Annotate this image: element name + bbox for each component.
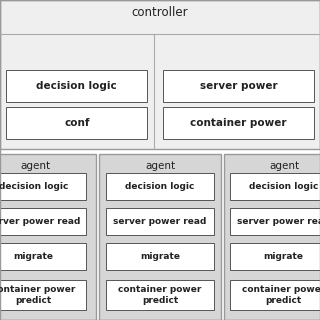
Bar xyxy=(106,280,214,310)
Text: decision logic: decision logic xyxy=(249,182,318,191)
Bar xyxy=(230,173,320,200)
Text: migrate: migrate xyxy=(140,252,180,261)
Bar xyxy=(230,243,320,270)
Bar xyxy=(230,280,320,310)
Text: container power
predict: container power predict xyxy=(118,285,202,305)
Text: migrate: migrate xyxy=(263,252,303,261)
Text: controller: controller xyxy=(132,6,188,19)
Text: decision logic: decision logic xyxy=(36,81,117,92)
Text: migrate: migrate xyxy=(14,252,54,261)
Text: conf: conf xyxy=(64,118,90,128)
Text: container power
predict: container power predict xyxy=(242,285,320,305)
Bar xyxy=(106,243,214,270)
Bar xyxy=(6,70,147,102)
Bar xyxy=(0,154,96,320)
Text: decision logic: decision logic xyxy=(0,182,68,191)
Text: decision logic: decision logic xyxy=(125,182,195,191)
Bar xyxy=(0,280,86,310)
Bar xyxy=(99,154,221,320)
Text: server power: server power xyxy=(200,81,277,92)
Bar xyxy=(0,208,86,235)
Text: server power read: server power read xyxy=(113,217,207,226)
Bar xyxy=(6,107,147,139)
Bar xyxy=(224,154,320,320)
Bar xyxy=(0,0,320,149)
Bar xyxy=(106,208,214,235)
Text: agent: agent xyxy=(20,161,50,172)
Bar xyxy=(0,243,86,270)
Bar xyxy=(230,208,320,235)
Bar xyxy=(163,70,314,102)
Bar xyxy=(163,107,314,139)
Text: agent: agent xyxy=(145,161,175,172)
Text: container power: container power xyxy=(190,118,287,128)
Text: server power read: server power read xyxy=(236,217,320,226)
Text: agent: agent xyxy=(270,161,300,172)
Text: server power read: server power read xyxy=(0,217,80,226)
Bar xyxy=(0,173,86,200)
Text: container power
predict: container power predict xyxy=(0,285,75,305)
Bar xyxy=(106,173,214,200)
